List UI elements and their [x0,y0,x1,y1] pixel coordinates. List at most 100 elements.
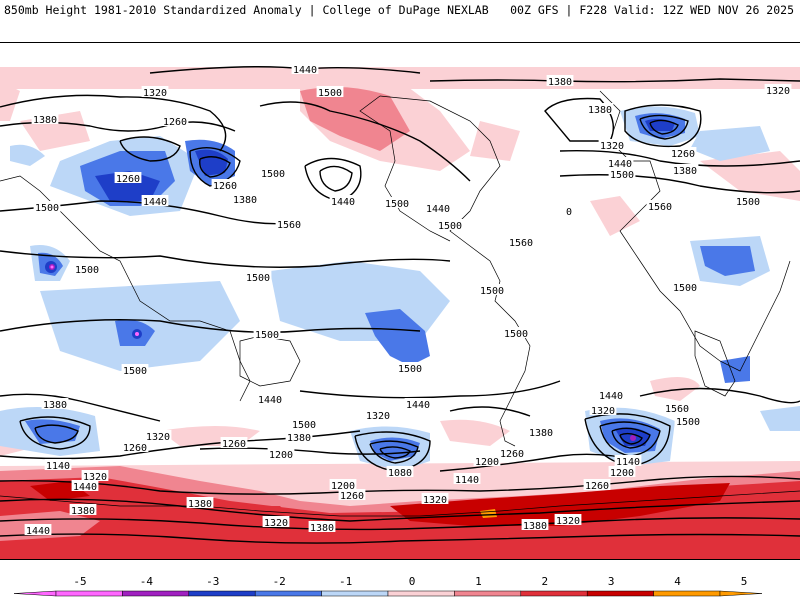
contour-label-bg [734,195,762,206]
colorbar-segment [653,590,721,597]
contour-label-bg [564,205,574,216]
contour-label-bg [674,415,702,426]
contour-label: 1320 [264,518,288,529]
contour-label: 1320 [83,472,107,483]
contour-label-bg [608,168,636,179]
contour-label-bg [275,218,303,229]
contour-label-bg [521,519,549,530]
contour-label: 1500 [480,286,504,297]
colorbar-tick-label: 1 [475,575,482,588]
contour-label-bg [41,398,69,409]
contour-label: 1440 [608,159,632,170]
contour-label-bg [244,271,272,282]
contour-1560 [639,387,800,404]
contour-label: 1260 [500,449,524,460]
contour-label: 1320 [591,406,615,417]
contour-label: 1380 [310,523,334,534]
contour-1200 [584,413,671,467]
contour-low-inner [379,446,411,459]
contour-label: 1380 [188,499,212,510]
contour-label-bg [256,393,284,404]
contour-label-bg [186,497,214,508]
contour-label: 1260 [671,149,695,160]
anomaly-map: 1440 1380 1320 1380 1260 1500 1380 1320 1320 1260… [0,42,800,560]
anomaly-shade [470,121,520,161]
contour-label-bg [141,195,169,206]
contour-label: 1560 [277,220,301,231]
contour-label: 1380 [287,433,311,444]
colorbar-tick-label: 5 [741,575,748,588]
contour-label: 1440 [143,197,167,208]
contour-1200 [199,447,421,455]
contour-label-bg [386,466,414,477]
contour-label-bg [220,437,248,448]
contour-label: 1320 [766,86,790,97]
contour-label-bg [253,328,281,339]
contour-1440 [304,157,362,202]
contour-label: 1440 [331,197,355,208]
contour-label-bg [646,200,674,211]
contour-label-bg [231,193,259,204]
colorbar-tick-label: -2 [273,575,286,588]
contour-label-bg [583,479,611,490]
contour-label: 1140 [46,461,70,472]
antarctica-coast [0,490,800,517]
anomaly-shade [650,377,700,401]
contour-label: 1260 [340,491,364,502]
contour-low-center [619,432,643,445]
contour-label: 1380 [233,195,257,206]
anomaly-shade [590,196,640,236]
contour-label: 1500 [255,330,279,341]
contour-label-bg [44,459,72,470]
contour-label-bg [546,75,574,86]
contour-1560 [0,250,451,268]
contour-label-bg [606,157,634,168]
contour-label: 0 [566,207,572,218]
contour-label: 1380 [548,77,572,88]
colorbar-segment [55,590,123,597]
contour-label: 1320 [556,516,580,527]
contour-1320 [19,416,91,450]
contour-1440 [299,380,561,399]
contour-1380 [0,517,800,531]
contour-label: 1260 [222,439,246,450]
contour-label-bg [671,164,699,175]
contour-label: 1380 [523,521,547,532]
contour-low-center [649,119,679,135]
contour-label-bg [383,197,411,208]
anomaly-shade [25,419,80,444]
contour-label: 1500 [504,329,528,340]
colorbar-tick-label: -5 [73,575,86,588]
colorbar-segment [454,590,522,597]
contour-label: 1500 [610,170,634,181]
contour-label: 1320 [143,88,167,99]
contour-label-bg [329,195,357,206]
contour-label-bg [259,167,287,178]
contour-label-bg [608,466,636,477]
contour-label: 1440 [26,526,50,537]
contour-label: 1440 [293,65,317,76]
north-america-west-coast [359,95,451,242]
contour-label: 1500 [246,273,270,284]
contour-label: 1500 [75,265,99,276]
contour-1500 [559,174,800,194]
contour-label-bg [73,263,101,274]
contour-1080 [369,440,419,464]
contour-label: 1200 [269,450,293,461]
contour-label-bg [669,147,697,158]
anomaly-shade [720,356,750,383]
contour-low-inner [199,156,231,178]
contour-inner [611,427,651,449]
contour-label: 1380 [529,428,553,439]
contour-label: 1440 [406,400,430,411]
colorbar-arrow-left [13,590,57,597]
contour-1380 [544,97,614,142]
contour-label-bg [141,86,169,97]
contour-1320 [0,498,800,522]
contour-1320 [624,104,702,148]
contour-label: 1200 [610,468,634,479]
contour-label-bg [267,448,295,459]
contour-label-bg [453,473,481,484]
contour-label-bg [364,409,392,420]
contour-1260 [119,136,181,162]
